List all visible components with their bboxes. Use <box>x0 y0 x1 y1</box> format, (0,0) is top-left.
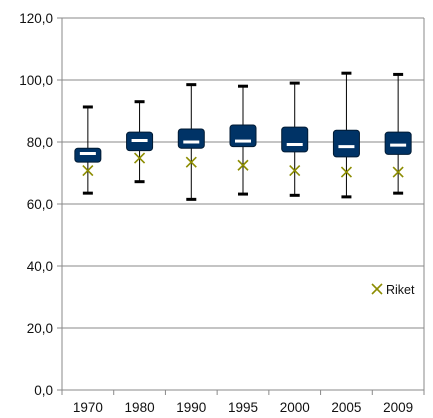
y-tick-label: 0,0 <box>34 383 53 398</box>
marker-stroke <box>134 152 146 164</box>
y-tick-label: 60,0 <box>27 197 53 212</box>
box-1970 <box>74 105 102 195</box>
riket-point <box>237 159 249 171</box>
axes: 0,0 20,0 40,0 60,0 80,0 100,0 120,0 1970 1980 199… <box>19 11 425 415</box>
riket-markers <box>82 152 404 178</box>
iqr-box <box>384 131 412 155</box>
box-1980 <box>126 100 154 184</box>
legend: Riket <box>371 283 415 297</box>
y-tick-label: 120,0 <box>19 11 53 26</box>
riket-point <box>134 152 146 164</box>
x-tick-label: 2000 <box>280 400 310 415</box>
iqr-box <box>177 128 205 149</box>
marker-stroke <box>82 164 94 177</box>
riket-point <box>340 166 352 178</box>
legend-item-riket: Riket <box>371 283 415 297</box>
iqr-box <box>74 147 102 163</box>
iqr-box <box>332 129 360 158</box>
y-tick-label: 40,0 <box>27 259 53 274</box>
marker-stroke <box>340 166 352 178</box>
x-tick-label: 2005 <box>331 400 361 415</box>
box-1995 <box>229 84 257 196</box>
y-tick-label: 100,0 <box>19 73 53 88</box>
marker-stroke <box>289 164 301 177</box>
y-tick-label: 80,0 <box>27 135 53 150</box>
boxes <box>74 71 412 201</box>
riket-point <box>392 166 404 178</box>
riket-point <box>289 164 301 177</box>
iqr-box <box>229 124 257 148</box>
x-tick-label: 2009 <box>383 400 413 415</box>
legend-label: Riket <box>386 283 415 297</box>
box-1990 <box>177 83 205 201</box>
riket-point <box>82 164 94 177</box>
legend-marker <box>371 283 383 295</box>
iqr-box <box>281 126 309 153</box>
box-2009 <box>384 72 412 195</box>
box-2000 <box>281 81 309 197</box>
box-2005 <box>332 71 360 199</box>
x-tick-label: 1990 <box>176 400 206 415</box>
y-tick-label: 20,0 <box>27 321 53 336</box>
marker-stroke <box>185 156 197 168</box>
marker-stroke <box>392 166 404 178</box>
riket-point <box>185 156 197 168</box>
x-tick-label: 1995 <box>228 400 258 415</box>
x-tick-label: 1970 <box>73 400 103 415</box>
x-tick-label: 1980 <box>125 400 155 415</box>
marker-stroke <box>237 159 249 171</box>
